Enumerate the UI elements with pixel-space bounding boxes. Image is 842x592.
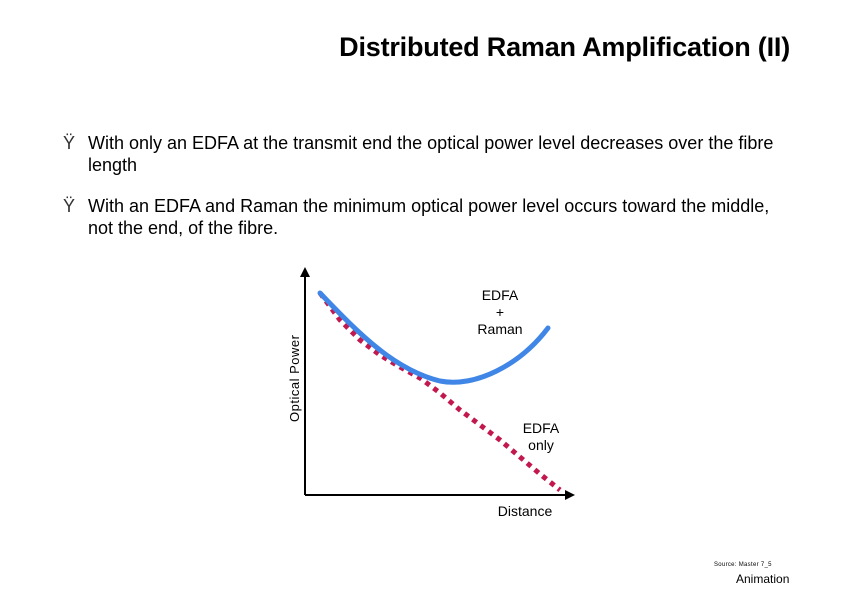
edfa-only-label: EDFA only — [511, 420, 571, 454]
y-axis-label: Optical Power — [287, 334, 302, 422]
bullet-marker: Ÿ — [63, 196, 76, 216]
edfa-only-label-text: EDFA only — [522, 420, 560, 453]
bullet-marker: Ÿ — [63, 133, 76, 153]
edfa-raman-label-text: EDFA + Raman — [477, 287, 523, 337]
bullet-edfa-raman: Ÿ With an EDFA and Raman the minimum opt… — [63, 195, 796, 239]
slide-title: Distributed Raman Amplification (II) — [339, 32, 790, 62]
bullet-edfa-only: Ÿ With only an EDFA at the transmit end … — [63, 132, 796, 176]
bullet-text: With only an EDFA at the transmit end th… — [88, 133, 774, 175]
edfa-raman-label: EDFA + Raman — [470, 287, 530, 338]
bullet-text: With an EDFA and Raman the minimum optic… — [88, 196, 770, 238]
source-note: Source: Master 7_5 — [714, 562, 772, 568]
animation-note: Animation — [736, 572, 790, 586]
edfa-raman-curve — [317, 290, 551, 385]
edfa-only-curve — [317, 291, 562, 492]
x-axis-label: Distance — [497, 503, 553, 519]
